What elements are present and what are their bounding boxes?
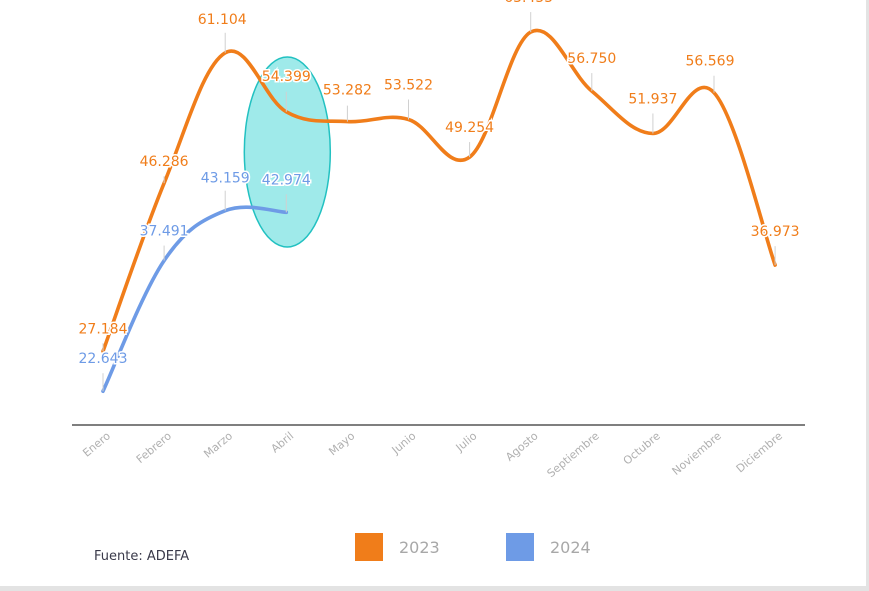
data-label-2023-agosto: 63.455 xyxy=(504,0,553,6)
legend-swatch-2024 xyxy=(506,533,534,561)
data-label-2024-enero: 22.643 xyxy=(79,351,128,367)
legend-swatch-2023 xyxy=(355,533,383,561)
data-label-2024-marzo: 43.159 xyxy=(201,171,250,187)
data-label-2024-febrero: 37.491 xyxy=(140,224,189,240)
data-label-2023-marzo: 61.104 xyxy=(198,12,247,28)
data-label-2023-junio: 53.522 xyxy=(384,78,433,94)
data-label-2023-septiembre: 56.750 xyxy=(567,51,616,67)
data-label-2023-julio: 49.254 xyxy=(445,120,494,136)
x-tick-label-abril: Abril xyxy=(269,429,297,455)
x-tick-label-noviembre: Noviembre xyxy=(670,429,725,478)
data-label-2024-abril: 42.974 xyxy=(262,172,311,188)
x-tick-label-layer: Enero Febrero Marzo Abril Mayo Junio Julio Agos… xyxy=(80,429,785,480)
highlight-layer xyxy=(243,56,332,248)
frame-right-border xyxy=(866,0,869,591)
data-label-2023-mayo: 53.282 xyxy=(323,83,372,99)
x-tick-label-enero: Enero xyxy=(80,429,113,460)
data-label-2023-octubre: 51.937 xyxy=(628,91,677,107)
series-layer xyxy=(101,28,777,393)
source-note: Fuente: ADEFA xyxy=(94,549,190,564)
data-label-2023-enero: 27.184 xyxy=(79,321,128,337)
frame-bottom-border xyxy=(0,586,869,591)
x-tick-label-mayo: Mayo xyxy=(326,429,357,458)
series-line-2023 xyxy=(101,28,777,354)
x-tick-label-diciembre: Diciembre xyxy=(734,429,786,475)
x-tick-label-julio: Julio xyxy=(453,429,480,455)
data-label-2023-febrero: 46.286 xyxy=(140,154,189,170)
line-chart: 27.184 46.286 61.104 54.399 53.282 53.522 49.2… xyxy=(72,0,805,480)
x-tick-label-junio: Junio xyxy=(389,429,419,457)
highlight-ellipse-abril xyxy=(243,56,332,248)
x-tick-label-agosto: Agosto xyxy=(503,429,541,464)
data-label-2023-diciembre: 36.973 xyxy=(751,224,800,240)
series-line-2024 xyxy=(101,205,289,393)
x-tick-label-marzo: Marzo xyxy=(201,429,235,461)
x-tick-label-octubre: Octubre xyxy=(621,429,663,467)
data-label-2023-abril: 54.399 xyxy=(262,69,311,85)
legend-label-2024: 2024 xyxy=(550,538,591,557)
value-label-layer: 27.184 46.286 61.104 54.399 53.282 53.522 49.2… xyxy=(77,0,801,369)
legend-label-2023: 2023 xyxy=(399,538,440,557)
x-tick-label-septiembre: Septiembre xyxy=(545,429,602,480)
x-tick-label-febrero: Febrero xyxy=(134,429,174,466)
data-label-2023-noviembre: 56.569 xyxy=(686,54,735,70)
leader-line-layer xyxy=(102,12,776,392)
